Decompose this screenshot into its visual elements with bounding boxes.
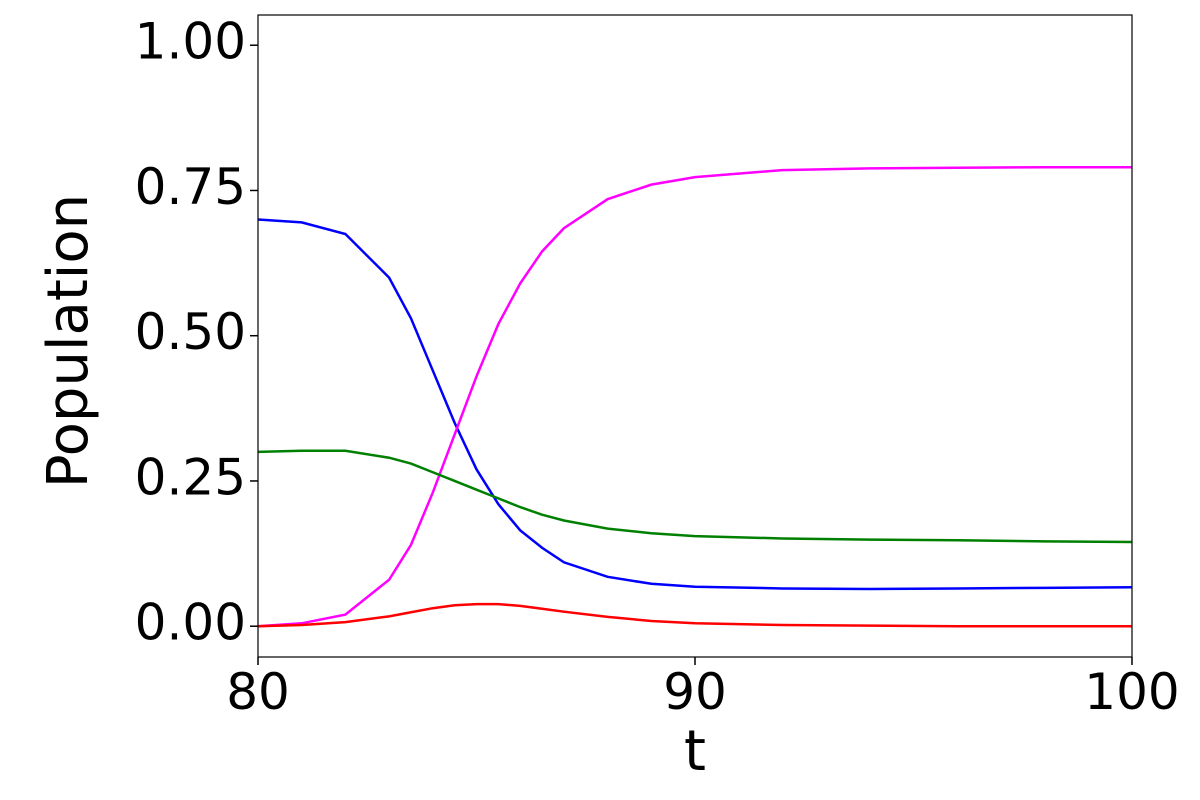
series-line <box>257 449 1133 544</box>
x-tick-label: 100 <box>1084 663 1179 721</box>
series-line <box>257 218 1133 591</box>
y-tick-label: 1.00 <box>135 13 246 71</box>
y-tick-label: 0.75 <box>135 158 246 216</box>
x-tick-label: 90 <box>663 663 727 721</box>
series-line <box>257 602 1132 628</box>
x-tick-label: 80 <box>226 663 290 721</box>
y-tick-label: 0.50 <box>135 303 246 361</box>
y-tick-label: 0.25 <box>135 448 246 506</box>
series-line <box>257 165 1132 628</box>
x-axis-label: t <box>684 719 706 784</box>
y-tick-label: 0.00 <box>135 594 246 652</box>
y-axis-label: Population <box>36 194 101 488</box>
plot-frame <box>257 14 1133 658</box>
